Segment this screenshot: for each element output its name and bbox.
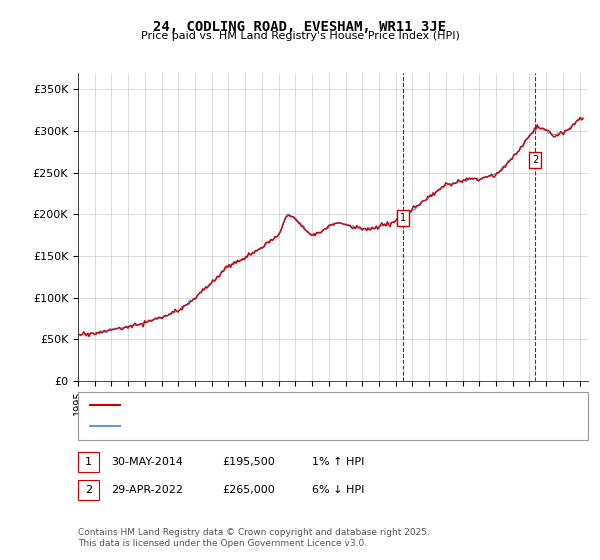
Text: £195,500: £195,500 [222,457,275,467]
Text: Price paid vs. HM Land Registry's House Price Index (HPI): Price paid vs. HM Land Registry's House … [140,31,460,41]
Text: 1% ↑ HPI: 1% ↑ HPI [312,457,364,467]
Text: 1: 1 [85,457,92,467]
Text: 2: 2 [85,485,92,495]
Text: 24, CODLING ROAD, EVESHAM, WR11 3JE (semi-detached house): 24, CODLING ROAD, EVESHAM, WR11 3JE (sem… [126,400,465,410]
Text: Contains HM Land Registry data © Crown copyright and database right 2025.
This d: Contains HM Land Registry data © Crown c… [78,528,430,548]
Text: 29-APR-2022: 29-APR-2022 [111,485,183,495]
Text: 6% ↓ HPI: 6% ↓ HPI [312,485,364,495]
Text: 24, CODLING ROAD, EVESHAM, WR11 3JE: 24, CODLING ROAD, EVESHAM, WR11 3JE [154,20,446,34]
Text: 30-MAY-2014: 30-MAY-2014 [111,457,183,467]
Text: 2: 2 [532,155,538,165]
Text: £265,000: £265,000 [222,485,275,495]
Text: 1: 1 [400,213,406,223]
Text: HPI: Average price, semi-detached house, Wychavon: HPI: Average price, semi-detached house,… [126,421,402,431]
